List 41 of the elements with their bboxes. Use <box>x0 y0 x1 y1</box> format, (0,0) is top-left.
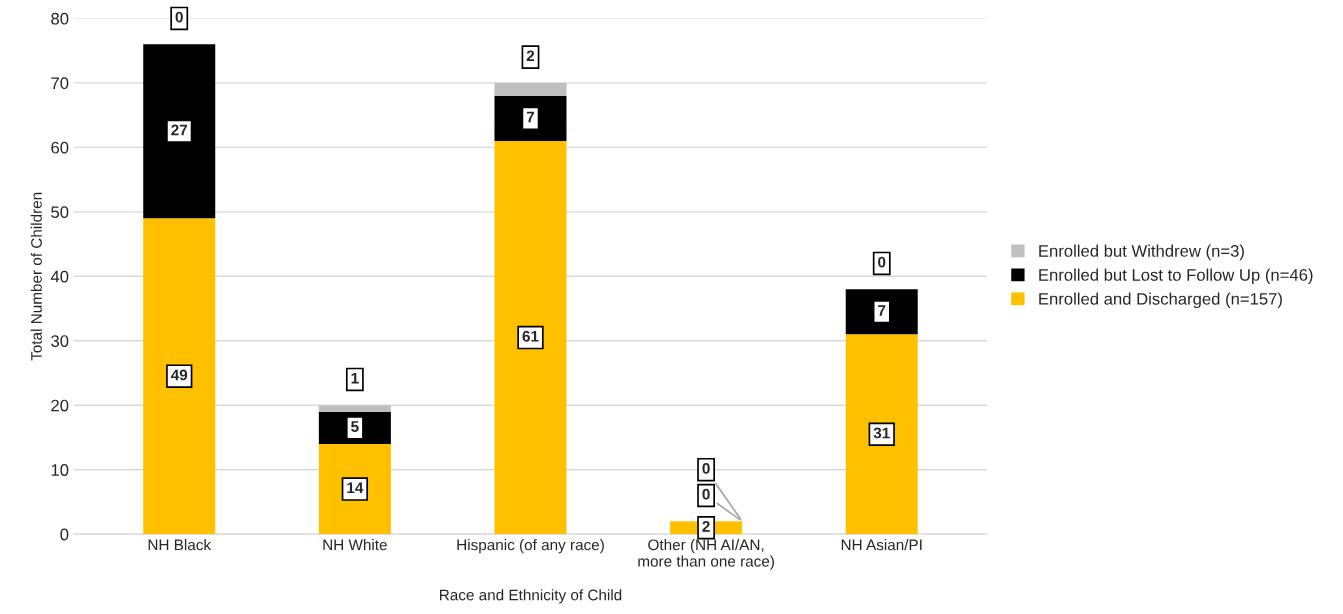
data-label: 7 <box>878 305 886 316</box>
legend-label: Enrolled but Lost to Follow Up (n=46) <box>1039 268 1313 285</box>
x-tick-label: NH Black <box>148 539 212 551</box>
x-tick-label: Other (NH AI/AN, more than one race) <box>638 539 774 570</box>
data-label: 31 <box>873 427 890 439</box>
y-tick-label: 10 <box>51 464 69 476</box>
y-tick-label: 70 <box>51 77 69 90</box>
bar <box>318 443 391 535</box>
legend-label: Enrolled and Discharged (n=157) <box>1039 292 1282 309</box>
data-label: 2 <box>702 521 710 532</box>
bar <box>318 405 391 412</box>
y-tick-label: 0 <box>60 528 69 541</box>
bar <box>494 140 567 535</box>
data-label: 0 <box>175 11 183 23</box>
data-label: 2 <box>526 50 535 62</box>
data-label: 0 <box>702 462 710 474</box>
data-label: 5 <box>351 421 359 432</box>
data-label: 14 <box>347 482 364 493</box>
data-label: 27 <box>171 124 188 136</box>
y-tick-label: 60 <box>51 141 69 154</box>
data-label: 7 <box>526 111 535 123</box>
x-axis-title: Race and Ethnicity of Child <box>440 589 622 604</box>
bar <box>143 218 216 535</box>
x-tick-label: Hispanic (of any race) <box>457 539 604 554</box>
x-tick-label: NH White <box>323 539 387 551</box>
data-label: 49 <box>170 369 188 381</box>
x-tick-label: NH Asian/PI <box>841 539 922 551</box>
y-axis-title: Total Number of Children <box>30 192 42 361</box>
data-label: 61 <box>522 330 539 342</box>
y-tick-label: 20 <box>51 399 69 412</box>
y-tick-label: 80 <box>51 12 69 25</box>
y-tick-label: 40 <box>50 270 69 283</box>
data-label: 0 <box>878 256 886 268</box>
y-tick-label: 50 <box>51 206 69 219</box>
data-label: 1 <box>351 372 359 384</box>
bar <box>494 82 567 96</box>
data-label: 0 <box>702 488 710 500</box>
bar <box>143 44 216 219</box>
legend-label: Enrolled but Withdrew (n=3) <box>1039 244 1244 261</box>
y-tick-label: 30 <box>51 335 69 347</box>
bar <box>845 334 918 535</box>
